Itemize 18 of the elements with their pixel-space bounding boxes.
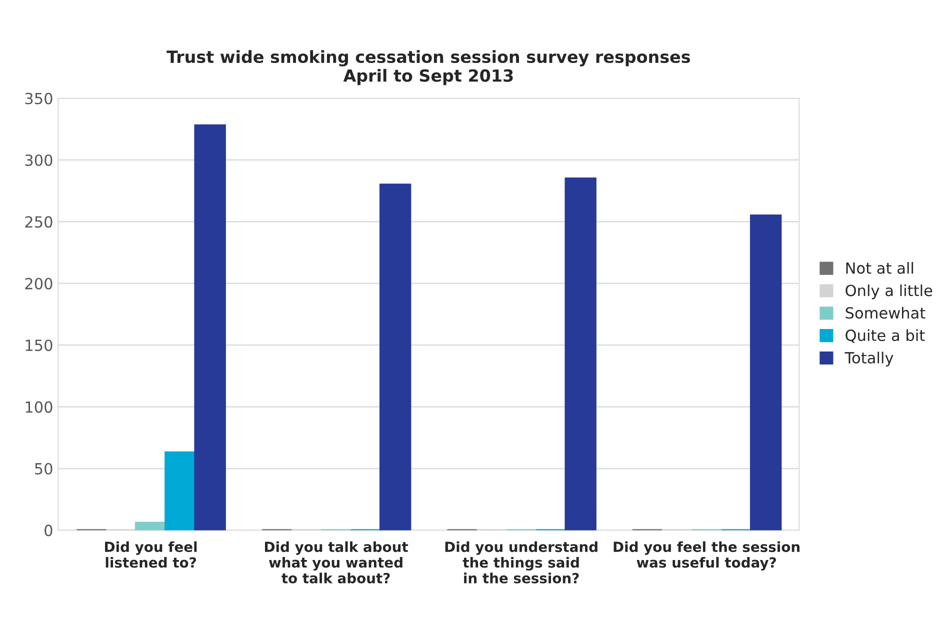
y-tick-label: 50 — [35, 462, 52, 475]
legend-label: Not at all — [846, 262, 914, 274]
y-tick-label: 0 — [44, 524, 52, 536]
y-tick-label: 100 — [26, 401, 52, 413]
y-tick-label: 200 — [25, 278, 52, 290]
chart-title: Trust wide smoking cessation session survey responses April to Sept 2013 — [166, 50, 690, 86]
legend-label: Totally — [844, 352, 894, 366]
y-tick-label: 250 — [25, 216, 52, 228]
x-tick-label: Did you feel the session was useful today? — [614, 541, 800, 571]
legend-label: Only a little — [846, 284, 932, 300]
y-tick-label: 350 — [25, 92, 52, 104]
legend-label: Somewhat — [846, 306, 926, 319]
x-tick-label: Did you feel listened to? — [105, 541, 197, 568]
legend-label: Quite a bit — [846, 329, 925, 343]
x-tick-label: Did you talk about what you wanted to talk about? — [265, 541, 408, 584]
y-tick-label: 150 — [26, 340, 52, 352]
y-tick-label: 300 — [25, 154, 52, 166]
x-tick-label: Did you understand the things said in the session? — [445, 541, 598, 584]
